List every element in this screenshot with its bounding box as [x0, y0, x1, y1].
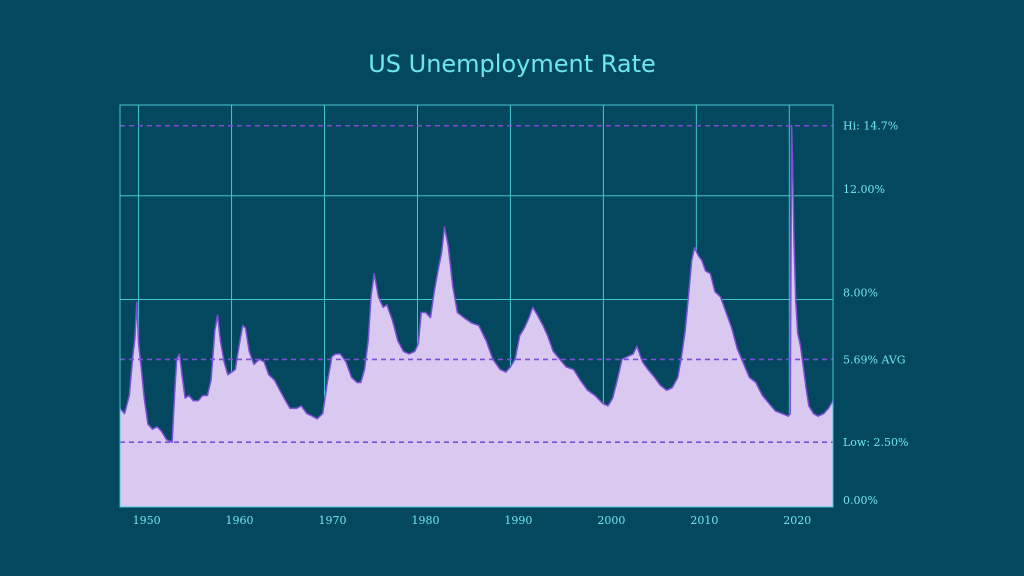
x-tick-label: 2010 — [690, 514, 718, 527]
x-tick-labels: 1950 1960 1970 1980 1990 2000 2010 2020 — [133, 514, 812, 527]
x-tick-label: 1950 — [133, 514, 161, 527]
x-tick-label: 1960 — [226, 514, 254, 527]
reference-label: Low: 2.50% — [843, 436, 909, 449]
x-tick-label: 2020 — [783, 514, 811, 527]
reference-lines — [120, 124, 833, 443]
y-tick-label: 0.00% — [843, 494, 878, 507]
y-tick-label: 12.00% — [843, 183, 885, 196]
chart-title: US Unemployment Rate — [368, 50, 656, 78]
series-line — [119, 124, 834, 443]
y-tick-label: 8.00% — [843, 287, 878, 300]
area-fill — [120, 125, 833, 507]
plot-frame — [119, 104, 834, 508]
y-tick-labels: 0.00% 8.00% 12.00% Hi: 14.7% 5.69% AVG Low: 2… — [843, 120, 909, 507]
x-tick-label: 1990 — [504, 514, 532, 527]
x-tick-label: 1970 — [319, 514, 347, 527]
reference-label: Hi: 14.7% — [843, 120, 898, 133]
x-tick-label: 2000 — [597, 514, 625, 527]
series-area — [119, 124, 834, 507]
reference-label: 5.69% AVG — [843, 353, 906, 366]
x-tick-label: 1980 — [411, 514, 439, 527]
